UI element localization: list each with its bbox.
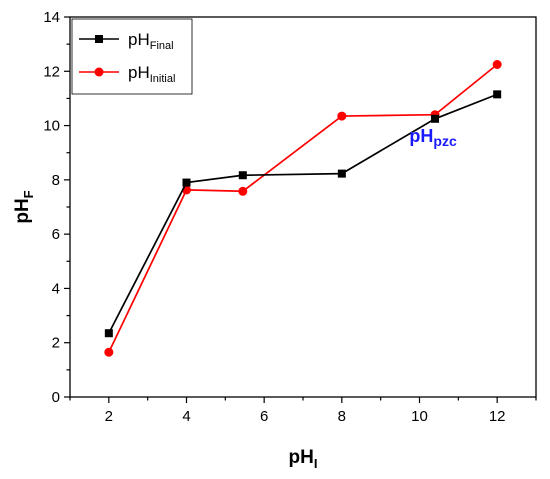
- x-axis-title-main: pH: [289, 447, 314, 468]
- point-final: [104, 329, 113, 338]
- x-axis-title-sub: I: [314, 456, 318, 471]
- point-final: [493, 90, 502, 99]
- point-initial: [238, 186, 248, 196]
- y-tick-label: 4: [52, 280, 60, 297]
- series-line-final: [108, 93, 498, 334]
- point-initial: [337, 111, 347, 121]
- point-final: [431, 114, 440, 123]
- x-tick-label: 12: [489, 408, 506, 425]
- x-tick-label: 10: [411, 408, 428, 425]
- legend-label-initial: pHInitial: [128, 63, 175, 85]
- legend-marker-initial: [94, 67, 104, 77]
- point-initial: [104, 347, 114, 357]
- x-tick-label: 2: [105, 408, 113, 425]
- point-initial: [492, 60, 502, 69]
- y-tick-label: 14: [43, 9, 60, 26]
- series-line-initial: [108, 63, 498, 353]
- y-tick-label: 10: [43, 118, 60, 135]
- x-axis-title: pHI: [289, 447, 318, 471]
- y-tick-label: 6: [52, 226, 60, 243]
- point-final: [182, 178, 191, 187]
- y-tick-label: 2: [52, 335, 60, 352]
- legend-marker-final: [95, 35, 103, 43]
- x-tick-label: 4: [182, 408, 190, 425]
- legend: pHFinal pHInitial: [71, 18, 193, 95]
- y-tick-label: 0: [52, 389, 60, 406]
- point-final: [238, 171, 247, 180]
- annotation-phpzc: pHpzc: [409, 126, 457, 149]
- legend-box: [71, 18, 193, 95]
- point-final: [337, 169, 346, 178]
- y-axis-title-main: pH: [12, 198, 33, 223]
- y-axis-title: pHF: [12, 190, 36, 223]
- x-tick-label: 8: [338, 408, 346, 425]
- legend-label-final: pHFinal: [128, 30, 174, 52]
- x-tick-label: 6: [260, 408, 268, 425]
- y-tick-label: 12: [43, 63, 60, 80]
- y-axis-title-sub: F: [21, 190, 36, 198]
- y-tick-label: 8: [52, 172, 60, 189]
